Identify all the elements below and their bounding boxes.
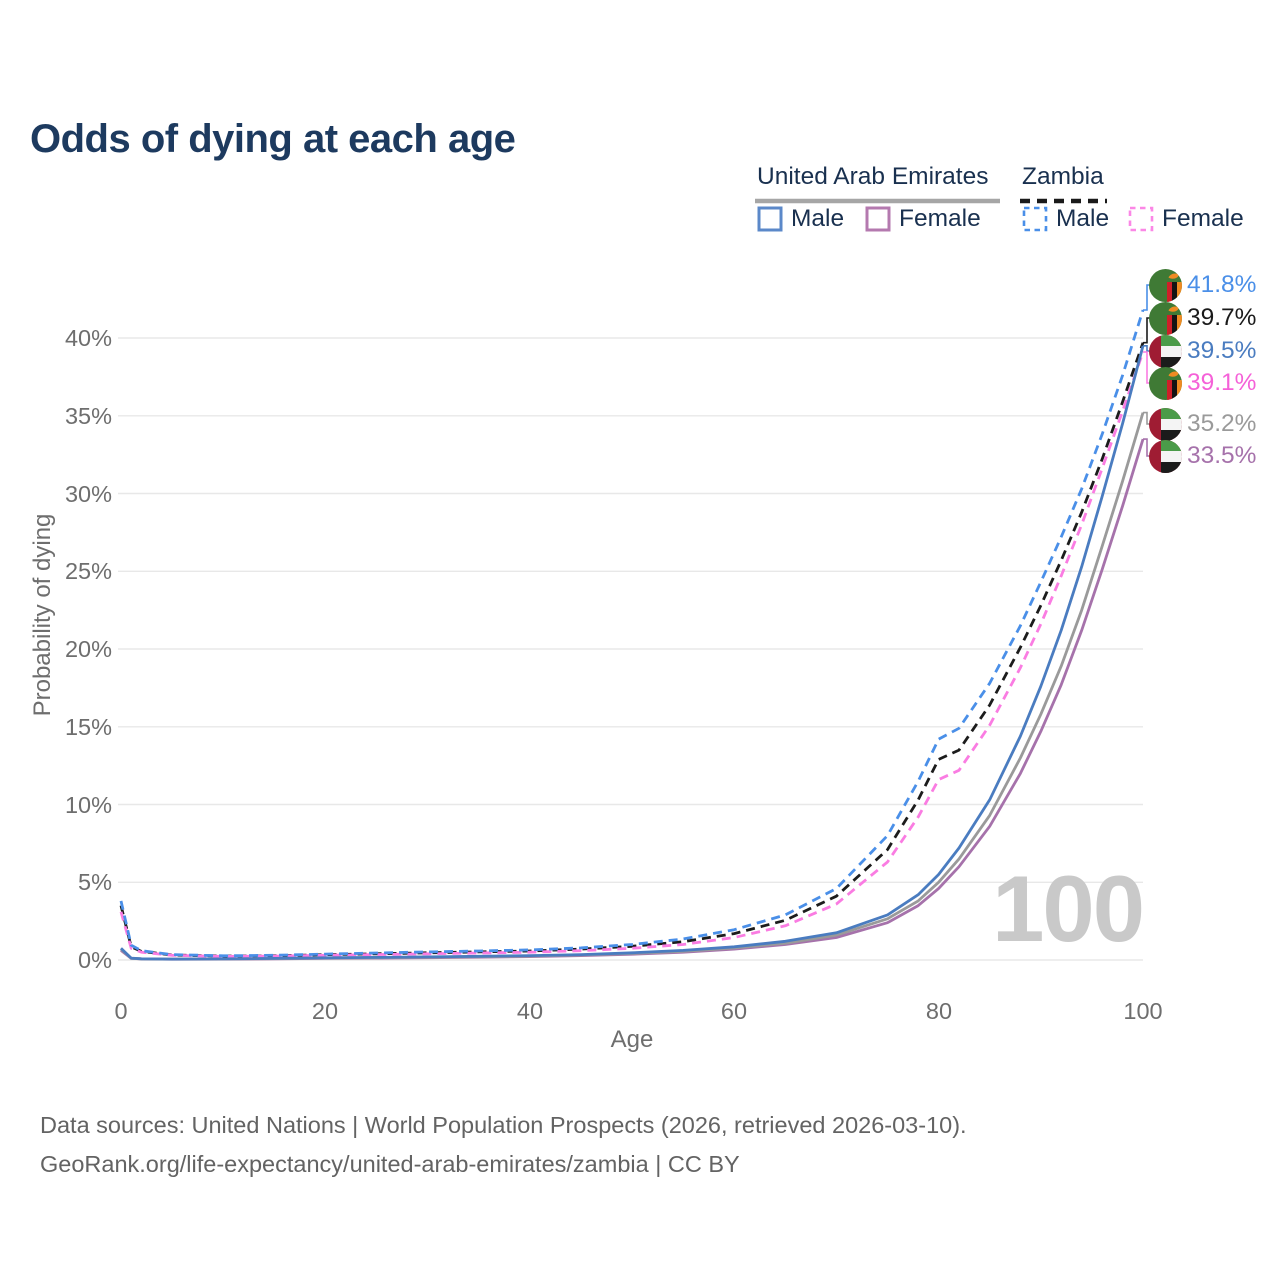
legend-swatch [865, 206, 891, 232]
legend-item-label: Female [899, 205, 981, 232]
y-tick-label: 0% [78, 947, 112, 973]
end-label-value: 33.5% [1187, 442, 1257, 469]
uae-flag-icon [1149, 334, 1182, 368]
legend-swatch [1128, 206, 1154, 232]
page-title: Odds of dying at each age [30, 116, 516, 161]
series-line-uae-male[interactable] [120, 345, 1145, 961]
legend-group-uae[interactable]: United Arab Emirates [757, 163, 989, 190]
x-tick-label: 80 [925, 998, 953, 1024]
legend-group-zambia[interactable]: Zambia [1022, 163, 1104, 190]
y-tick-label: 25% [64, 558, 112, 584]
legend-style-underline [1020, 192, 1107, 204]
x-tick-label: 60 [720, 998, 748, 1024]
end-label-uae-male: 39.5% [1149, 334, 1256, 368]
end-label-value: 35.2% [1187, 410, 1257, 437]
legend-item-uae-female[interactable]: Female [865, 205, 981, 233]
x-tick-label: 20 [311, 998, 339, 1024]
end-label-uae-female: 33.5% [1149, 439, 1256, 473]
zambia-flag-icon [1149, 366, 1182, 400]
y-tick-label: 35% [64, 403, 112, 429]
end-label-value: 39.1% [1187, 369, 1257, 396]
x-axis-title: Age [610, 1026, 654, 1053]
legend-item-uae-male[interactable]: Male [757, 205, 844, 233]
legend-swatch [1022, 206, 1048, 232]
y-tick-label: 5% [78, 869, 112, 895]
end-label-value: 39.5% [1187, 337, 1257, 364]
end-label-zambia-male: 41.8% [1149, 268, 1256, 302]
attribution-line: GeoRank.org/life-expectancy/united-arab-… [40, 1151, 740, 1177]
series-line-zambia-male[interactable] [119, 309, 1145, 958]
x-tick-label: 40 [516, 998, 544, 1024]
legend-item-label: Male [791, 205, 845, 232]
age-watermark: 100 [992, 856, 1145, 961]
zambia-flag-icon [1149, 301, 1182, 335]
end-label-uae-both: 35.2% [1149, 407, 1256, 441]
data-sources-line: Data sources: United Nations | World Pop… [40, 1112, 967, 1138]
end-label-value: 41.8% [1187, 271, 1257, 298]
y-tick-label: 20% [64, 636, 112, 662]
uae-flag-icon [1149, 407, 1182, 441]
end-label-zambia-female: 39.1% [1149, 366, 1256, 400]
y-tick-label: 15% [64, 714, 112, 740]
legend-swatch [757, 206, 783, 232]
legend-item-zambia-female[interactable]: Female [1128, 205, 1244, 233]
uae-flag-icon [1149, 439, 1182, 473]
footer: Data sources: United Nations | World Pop… [40, 1106, 967, 1184]
legend-item-label: Male [1056, 205, 1110, 232]
y-tick-label: 10% [64, 792, 112, 818]
end-label-zambia-both: 39.7% [1149, 301, 1256, 335]
legend: United Arab Emirates Male Female Zambia M… [755, 163, 1272, 243]
zambia-flag-icon [1149, 268, 1182, 302]
y-tick-label: 40% [64, 325, 112, 351]
y-tick-label: 30% [64, 481, 112, 507]
end-label-value: 39.7% [1187, 304, 1257, 331]
x-tick-label: 100 [1123, 998, 1163, 1024]
x-tick-label: 0 [114, 998, 128, 1024]
legend-item-label: Female [1162, 205, 1244, 232]
legend-style-underline [755, 192, 1000, 204]
legend-item-zambia-male[interactable]: Male [1022, 205, 1109, 233]
